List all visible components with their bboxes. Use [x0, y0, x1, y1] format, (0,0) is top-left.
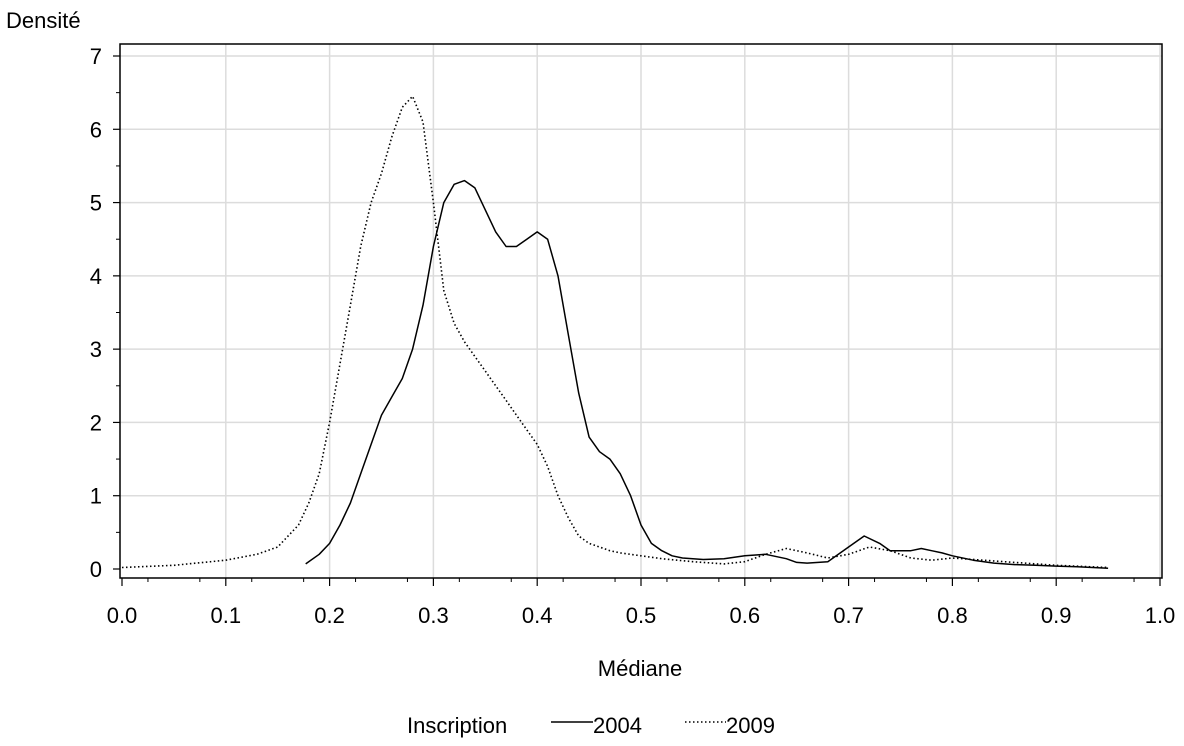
y-tick-label: 2 [90, 410, 102, 435]
legend-title: Inscription [407, 713, 507, 738]
y-tick-label: 3 [90, 337, 102, 362]
y-tick-label: 6 [90, 117, 102, 142]
x-axis: 0.0 0.1 0.2 0.3 0.4 0.5 0.6 0.7 0.8 0.9 1.0 [107, 578, 1176, 628]
gridlines [120, 44, 1162, 578]
y-tick-label: 7 [90, 44, 102, 69]
series-line-2004 [305, 179, 1109, 570]
x-tick-label: 1.0 [1145, 603, 1176, 628]
legend-label-2004: 2004 [593, 713, 642, 738]
x-tick-label: 0.5 [626, 603, 657, 628]
x-tick-label: 0.8 [937, 603, 968, 628]
y-tick-label: 0 [90, 557, 102, 582]
x-tick-label: 0.0 [107, 603, 138, 628]
x-tick-label: 0.2 [314, 603, 345, 628]
x-axis-title: Médiane [598, 656, 682, 681]
y-tick-label: 4 [90, 264, 102, 289]
legend-label-2009: 2009 [726, 713, 775, 738]
series-layer [121, 95, 1109, 570]
x-tick-label: 0.9 [1041, 603, 1072, 628]
x-tick-label: 0.3 [418, 603, 449, 628]
legend: Inscription 2004 2009 [407, 713, 775, 738]
y-tick-label: 1 [90, 484, 102, 509]
y-axis: 0 1 2 3 4 5 6 7 [90, 44, 120, 582]
y-tick-label: 5 [90, 191, 102, 216]
series-line-2009 [121, 95, 1109, 569]
y-axis-title: Densité [6, 8, 81, 33]
x-tick-label: 0.1 [211, 603, 242, 628]
x-tick-label: 0.6 [730, 603, 761, 628]
x-tick-label: 0.7 [833, 603, 864, 628]
x-tick-label: 0.4 [522, 603, 553, 628]
